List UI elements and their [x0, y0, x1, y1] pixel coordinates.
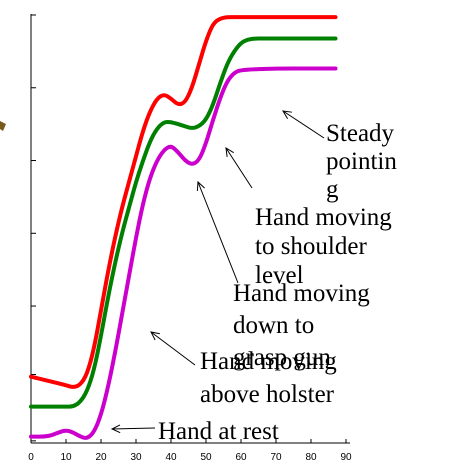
series-line-2	[29, 66, 338, 440]
annotation-2-line-1: down to	[233, 312, 314, 339]
annotation-3-line-0: Hand moving	[200, 348, 337, 375]
x-ticks: 0 10 20 30 40 50 60 70 80 90	[28, 439, 352, 463]
x-tick-label-4: 40	[165, 452, 177, 463]
annotation-1-line-0: Hand moving	[255, 204, 392, 231]
annotation-2-line-2: grasp gun	[233, 344, 331, 371]
x-tick-label-7: 70	[270, 452, 282, 463]
annotation-arrow-3	[150, 331, 196, 366]
annotation-3-line-1: above holster	[200, 381, 335, 408]
x-tick-label-8: 80	[305, 452, 317, 463]
edge-marker	[0, 121, 6, 131]
y-ticks	[31, 14, 36, 442]
annotation-arrowhead-1	[225, 147, 234, 157]
annotation-arrow-1	[225, 147, 253, 189]
annotation-1-line-1: to shoulder	[255, 233, 367, 260]
series-line-0	[29, 15, 338, 389]
x-tick-label-6: 60	[235, 452, 247, 463]
annotation-2-line-0: Hand moving	[233, 280, 370, 307]
annotation-4-line-0: Hand at rest	[158, 418, 279, 445]
annotation-arrowhead-2	[196, 180, 205, 192]
annotation-arrows	[110, 110, 325, 434]
series-group	[29, 15, 338, 440]
annotation-arrow-0	[282, 110, 325, 139]
annotation-0-line-0: Steady	[326, 120, 395, 147]
x-tick-label-0: 0	[28, 452, 34, 463]
annotation-arrowhead-0	[282, 110, 292, 119]
series-line-1	[29, 36, 338, 409]
annotation-arrow-4	[111, 427, 156, 430]
annotation-1-line-2: level	[255, 262, 304, 289]
annotation-arrowhead-3	[150, 331, 160, 341]
x-tick-label-1: 10	[60, 452, 72, 463]
annotation-0-line-2: g	[326, 176, 339, 203]
x-tick-label-3: 30	[130, 452, 142, 463]
annotation-arrow-2	[197, 181, 239, 284]
x-tick-label-2: 20	[95, 452, 107, 463]
annotation-arrowhead-4	[110, 424, 121, 434]
annotation-0-line-1: pointin	[326, 148, 397, 175]
x-tick-label-5: 50	[200, 452, 212, 463]
x-tick-label-9: 90	[340, 452, 352, 463]
